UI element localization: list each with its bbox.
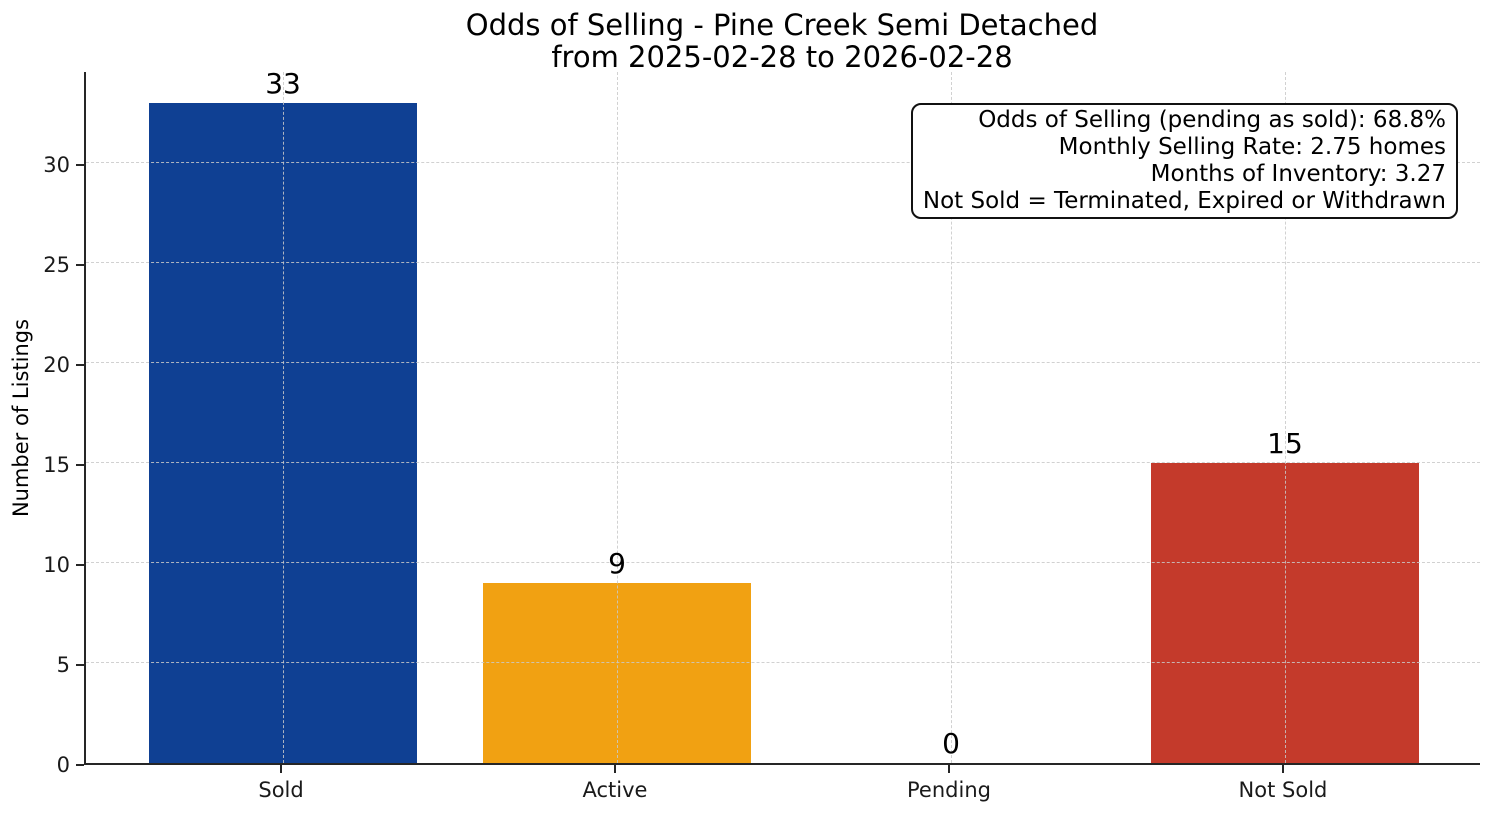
gridline-horizontal-10 xyxy=(86,562,1480,563)
gridline-horizontal-25 xyxy=(86,262,1480,263)
chart-title-line2: from 2025-02-28 to 2026-02-28 xyxy=(551,40,1013,74)
annotation-box: Odds of Selling (pending as sold): 68.8%… xyxy=(910,103,1458,219)
x-tick-mark-sold xyxy=(280,765,283,773)
y-tick-mark-30 xyxy=(76,164,84,166)
x-tick-label-sold: Sold xyxy=(258,778,304,802)
y-tick-label-5: 5 xyxy=(56,652,70,677)
x-tick-mark-active xyxy=(614,765,616,773)
bar-not-sold xyxy=(1151,463,1419,763)
gridline-horizontal-20 xyxy=(86,362,1480,363)
gridline-horizontal-5 xyxy=(86,662,1480,663)
annotation-line-3: Months of Inventory: 3.27 xyxy=(1150,161,1446,187)
plot-area: 33 9 0 15 xyxy=(84,67,1480,765)
gridline-vertical-pending xyxy=(950,72,952,763)
x-tick-label-pending: Pending xyxy=(907,778,991,802)
x-tick-mark-not-sold xyxy=(1281,765,1284,773)
y-axis-label: Number of Listings xyxy=(9,318,33,518)
gridline-vertical-active xyxy=(617,72,618,763)
y-tick-label-10: 10 xyxy=(43,552,70,577)
annotation-line-2: Monthly Selling Rate: 2.75 homes xyxy=(1058,134,1446,160)
y-tick-mark-0 xyxy=(76,764,84,766)
y-tick-mark-10 xyxy=(76,564,84,566)
y-tick-mark-20 xyxy=(76,364,84,366)
bar-value-label-sold: 33 xyxy=(265,67,301,100)
bar-value-label-pending: 0 xyxy=(942,727,960,760)
chart-title: Odds of Selling - Pine Creek Semi Detach… xyxy=(84,9,1480,73)
gridline-horizontal-15 xyxy=(86,462,1480,463)
bar-value-label-active: 9 xyxy=(608,547,626,580)
y-tick-label-15: 15 xyxy=(43,452,70,477)
y-tick-label-20: 20 xyxy=(43,352,70,377)
y-tick-label-0: 0 xyxy=(56,752,70,777)
annotation-line-4: Not Sold = Terminated, Expired or Withdr… xyxy=(922,188,1446,214)
chart-title-line1: Odds of Selling - Pine Creek Semi Detach… xyxy=(465,8,1099,42)
gridline-horizontal-30 xyxy=(86,162,1480,163)
x-tick-label-not-sold: Not Sold xyxy=(1238,778,1328,802)
annotation-line-1: Odds of Selling (pending as sold): 68.8% xyxy=(978,107,1446,133)
y-tick-mark-25 xyxy=(76,264,84,266)
bar-value-label-not-sold: 15 xyxy=(1267,427,1303,460)
gridline-vertical-sold xyxy=(283,72,285,763)
x-tick-label-active: Active xyxy=(582,778,648,802)
y-tick-mark-15 xyxy=(76,464,84,466)
y-tick-label-30: 30 xyxy=(43,152,70,177)
y-tick-mark-5 xyxy=(76,664,84,666)
gridline-vertical-not-sold xyxy=(1284,72,1286,763)
x-tick-mark-pending xyxy=(947,765,950,773)
y-tick-label-25: 25 xyxy=(43,252,70,277)
